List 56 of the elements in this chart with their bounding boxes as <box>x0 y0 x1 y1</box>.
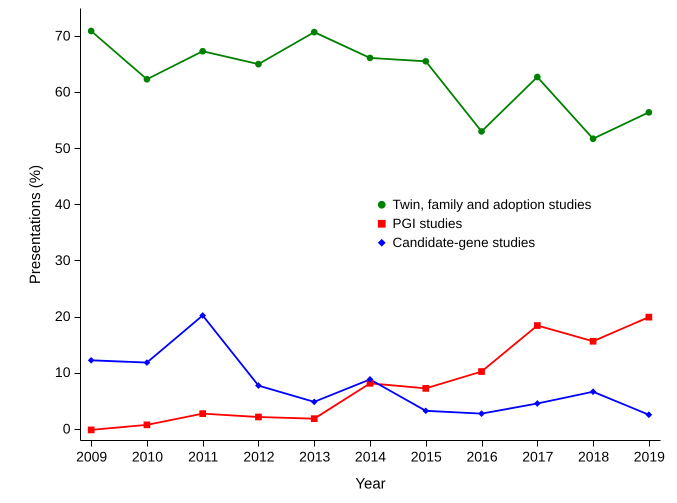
point <box>422 385 430 392</box>
x-tick-label: 2015 <box>410 448 442 464</box>
point <box>366 54 374 62</box>
x-tick-label: 2019 <box>634 448 666 464</box>
y-tick-label: 70 <box>54 28 71 44</box>
x-tick-label: 2014 <box>354 448 386 464</box>
point <box>590 388 596 396</box>
legend-label: Candidate-gene studies <box>392 234 536 250</box>
x-tick-label: 2016 <box>466 448 498 464</box>
x-tick-label: 2018 <box>578 448 610 464</box>
point <box>310 415 318 422</box>
point <box>478 410 485 417</box>
y-tick-label: 0 <box>62 420 71 436</box>
point <box>590 135 596 142</box>
point <box>199 410 206 417</box>
point <box>88 426 95 434</box>
point <box>144 76 150 83</box>
point <box>199 312 206 319</box>
point <box>645 314 652 320</box>
point <box>255 60 262 68</box>
point <box>144 359 150 366</box>
point <box>88 356 95 364</box>
point <box>310 398 318 406</box>
point <box>422 407 430 414</box>
point <box>534 74 541 80</box>
point <box>422 58 430 65</box>
point <box>590 338 596 345</box>
x-tick-label: 2009 <box>76 448 108 464</box>
point <box>478 368 485 375</box>
x-axis-title: Year <box>355 476 386 492</box>
y-tick-label: 40 <box>54 196 71 212</box>
x-tick-label: 2017 <box>522 448 554 464</box>
point <box>144 422 150 428</box>
y-tick-label: 60 <box>54 84 71 100</box>
point <box>534 322 541 329</box>
point <box>88 28 95 34</box>
y-tick-label: 20 <box>54 308 71 324</box>
legend-label: PGI studies <box>392 216 463 231</box>
point <box>366 376 374 383</box>
y-tick-label: 10 <box>54 364 71 380</box>
point <box>534 400 541 407</box>
point <box>199 48 206 55</box>
x-tick-label: 2013 <box>299 448 331 464</box>
point <box>255 414 262 420</box>
y-tick-label: 30 <box>54 252 71 268</box>
legend-label: Twin, family and adoption studies <box>392 196 592 212</box>
x-tick-label: 2012 <box>243 448 275 464</box>
y-tick-label: 50 <box>54 140 71 156</box>
point <box>478 128 485 135</box>
x-tick-label: 2011 <box>188 448 218 464</box>
y-axis-title: Presentations (%) <box>26 164 44 284</box>
x-tick-label: 2010 <box>132 448 164 464</box>
point <box>645 109 652 116</box>
point <box>310 28 318 36</box>
point <box>255 382 262 389</box>
point <box>645 411 652 418</box>
